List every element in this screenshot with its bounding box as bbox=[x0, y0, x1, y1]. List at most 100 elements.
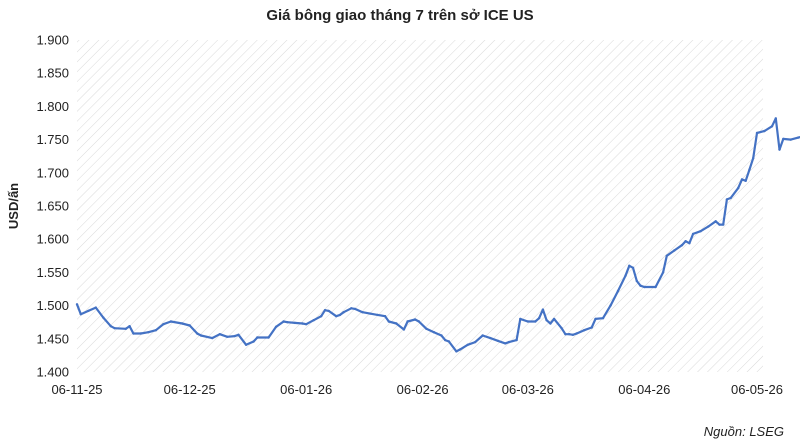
data-point bbox=[188, 324, 191, 327]
data-point bbox=[368, 312, 372, 315]
data-point bbox=[286, 321, 289, 324]
data-point bbox=[594, 317, 597, 321]
data-point bbox=[564, 333, 567, 336]
x-tick-label: 06-01-26 bbox=[280, 382, 332, 397]
data-point bbox=[568, 333, 571, 336]
data-point bbox=[211, 336, 214, 340]
data-point bbox=[504, 342, 507, 345]
data-point bbox=[94, 306, 98, 309]
data-point bbox=[755, 131, 759, 135]
data-point bbox=[154, 329, 158, 332]
data-point bbox=[459, 348, 462, 351]
data-point bbox=[789, 138, 792, 141]
data-point bbox=[699, 230, 702, 233]
data-point bbox=[752, 157, 755, 160]
data-point bbox=[684, 240, 687, 243]
data-point bbox=[320, 315, 323, 318]
data-point bbox=[342, 311, 345, 314]
data-point bbox=[75, 303, 79, 306]
data-point bbox=[252, 340, 255, 343]
x-tick-label: 06-03-26 bbox=[502, 382, 554, 397]
data-point bbox=[552, 317, 556, 321]
data-point bbox=[169, 320, 173, 323]
y-tick-label: 1.750 bbox=[36, 132, 69, 147]
y-axis-label: USD/ấn bbox=[6, 183, 21, 229]
data-point bbox=[782, 137, 785, 141]
data-point bbox=[770, 125, 774, 128]
data-point bbox=[387, 320, 390, 323]
data-point bbox=[361, 311, 364, 314]
y-tick-label: 1.400 bbox=[36, 365, 69, 380]
data-point bbox=[718, 223, 721, 226]
x-tick-label: 06-05-26 bbox=[731, 382, 783, 397]
data-point bbox=[432, 331, 436, 334]
data-point bbox=[643, 285, 646, 289]
y-tick-label: 1.700 bbox=[36, 165, 69, 180]
data-point bbox=[305, 323, 308, 326]
data-point bbox=[691, 232, 695, 236]
data-point bbox=[590, 326, 593, 329]
y-tick-label: 1.900 bbox=[36, 33, 69, 48]
data-point bbox=[575, 332, 578, 335]
data-point bbox=[376, 313, 379, 317]
x-tick-label: 06-12-25 bbox=[164, 382, 216, 397]
data-point bbox=[778, 148, 781, 151]
data-point bbox=[128, 325, 131, 328]
data-point bbox=[496, 339, 499, 342]
data-point bbox=[583, 329, 586, 332]
y-tick-label: 1.500 bbox=[36, 298, 69, 313]
data-point bbox=[688, 242, 691, 245]
data-point bbox=[233, 334, 236, 338]
data-point bbox=[395, 322, 398, 325]
data-point bbox=[87, 309, 90, 313]
data-point bbox=[774, 117, 777, 120]
data-point bbox=[628, 264, 631, 267]
data-point bbox=[406, 320, 409, 323]
data-point bbox=[763, 129, 766, 133]
data-point bbox=[218, 333, 221, 336]
data-points bbox=[75, 117, 800, 353]
data-point bbox=[609, 304, 612, 307]
data-point bbox=[440, 334, 443, 337]
data-point bbox=[226, 335, 229, 338]
data-point bbox=[571, 333, 575, 336]
data-point bbox=[729, 196, 732, 200]
data-point bbox=[635, 279, 638, 283]
data-point bbox=[274, 325, 278, 328]
data-point bbox=[616, 289, 620, 293]
data-point bbox=[124, 327, 128, 330]
x-tick-label: 06-04-26 bbox=[618, 382, 670, 397]
data-point bbox=[515, 338, 518, 342]
data-point bbox=[466, 343, 469, 346]
data-point bbox=[601, 317, 605, 320]
data-point bbox=[162, 323, 165, 326]
data-point bbox=[267, 336, 270, 339]
data-point bbox=[196, 332, 199, 335]
data-point bbox=[425, 327, 428, 330]
source-note: Nguồn: LSEG bbox=[704, 424, 784, 439]
data-point bbox=[199, 334, 203, 337]
data-point bbox=[631, 266, 635, 269]
data-point bbox=[301, 322, 304, 325]
data-point bbox=[102, 316, 105, 319]
x-tick-label: 06-11-25 bbox=[51, 382, 102, 397]
y-tick-label: 1.650 bbox=[36, 199, 69, 214]
data-point bbox=[665, 254, 668, 257]
data-point bbox=[707, 225, 710, 228]
data-point bbox=[244, 343, 248, 346]
data-point bbox=[293, 321, 297, 325]
data-point bbox=[560, 327, 563, 330]
data-point bbox=[797, 136, 800, 139]
data-point bbox=[383, 315, 387, 318]
y-tick-label: 1.550 bbox=[36, 265, 69, 280]
data-point bbox=[353, 307, 357, 311]
data-point bbox=[722, 223, 725, 226]
data-point bbox=[327, 309, 330, 313]
data-point bbox=[537, 317, 541, 320]
data-point bbox=[673, 249, 676, 252]
y-tick-label: 1.450 bbox=[36, 331, 69, 346]
data-point bbox=[109, 325, 113, 328]
data-point bbox=[740, 178, 744, 181]
data-point bbox=[455, 350, 458, 353]
